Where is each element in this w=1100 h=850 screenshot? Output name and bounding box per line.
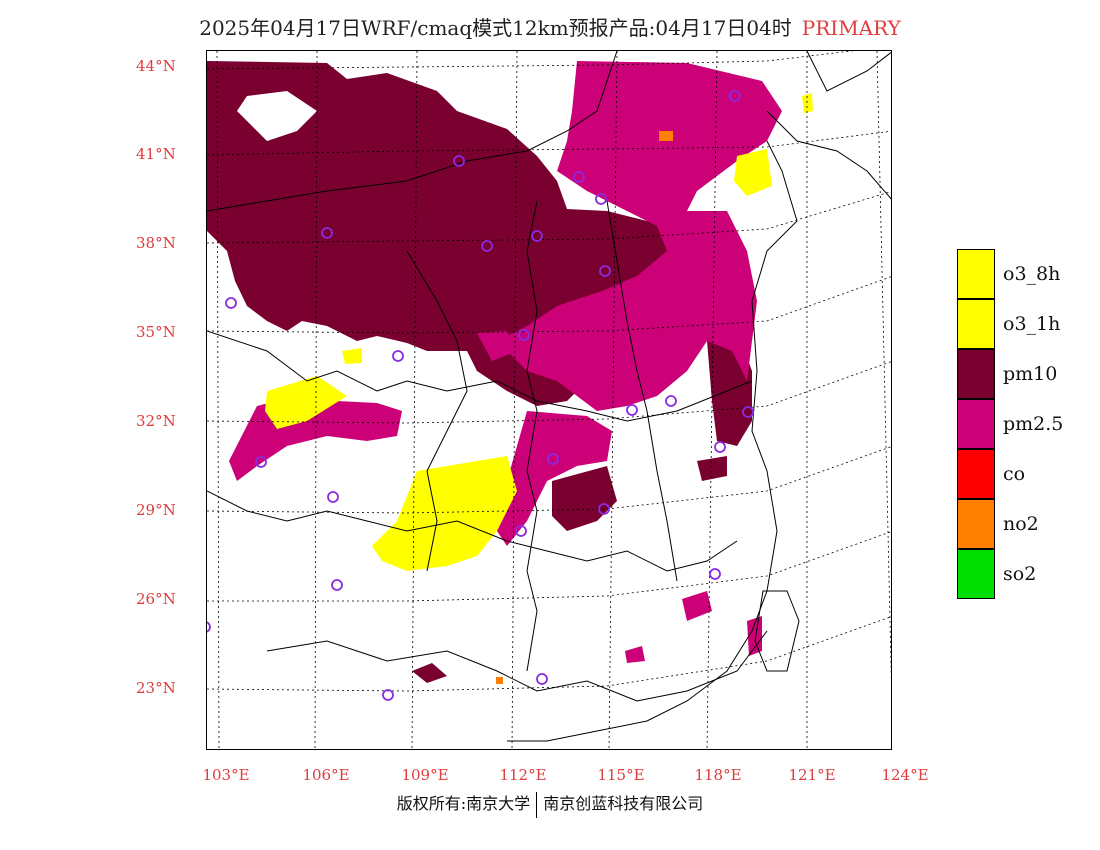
legend-label: no2	[1003, 513, 1039, 535]
lon-label: 118°E	[694, 766, 742, 784]
footer-right: 南京创蓝科技有限公司	[543, 794, 704, 813]
legend-label: co	[1003, 463, 1026, 485]
copyright-footer: 版权所有:南京大学 南京创蓝科技有限公司	[0, 790, 1100, 818]
title-main: 2025年04月17日WRF/cmaq模式12km预报产品:04月17日04时	[199, 16, 792, 40]
lat-label: 23°N	[136, 679, 176, 697]
lat-label: 35°N	[136, 323, 176, 341]
lon-label: 109°E	[401, 766, 449, 784]
lat-label: 41°N	[136, 145, 176, 163]
legend-label: o3_8h	[1003, 263, 1061, 285]
lon-label: 121°E	[788, 766, 836, 784]
legend-swatch	[957, 499, 995, 549]
map-title: 2025年04月17日WRF/cmaq模式12km预报产品:04月17日04时 P…	[0, 12, 1100, 41]
no2-spots	[496, 131, 673, 684]
lon-label: 124°E	[881, 766, 929, 784]
lat-label: 29°N	[136, 501, 176, 519]
lon-label: 103°E	[202, 766, 250, 784]
legend-label: pm10	[1003, 363, 1058, 385]
legend-swatch	[957, 249, 995, 299]
map-panel	[206, 50, 892, 750]
graticule	[207, 51, 891, 749]
stations	[207, 90, 754, 701]
lat-label: 26°N	[136, 590, 176, 608]
title-tag: PRIMARY	[801, 16, 901, 40]
lat-label: 38°N	[136, 234, 176, 252]
legend-swatch	[957, 449, 995, 499]
legend-label: o3_1h	[1003, 313, 1061, 335]
legend-swatch	[957, 349, 995, 399]
lon-label: 106°E	[302, 766, 350, 784]
footer-divider	[536, 791, 538, 818]
legend-swatch	[957, 549, 995, 599]
lat-label: 44°N	[136, 57, 176, 75]
o3-regions	[265, 93, 813, 571]
boundaries	[207, 51, 891, 742]
pollution-map	[207, 51, 891, 749]
legend-label: pm2.5	[1003, 413, 1064, 435]
lon-label: 112°E	[499, 766, 547, 784]
legend-swatch	[957, 399, 995, 449]
legend-swatch	[957, 299, 995, 349]
lat-label: 32°N	[136, 412, 176, 430]
footer-left: 版权所有:南京大学	[396, 794, 531, 813]
legend-label: so2	[1003, 563, 1037, 585]
lon-label: 115°E	[597, 766, 645, 784]
